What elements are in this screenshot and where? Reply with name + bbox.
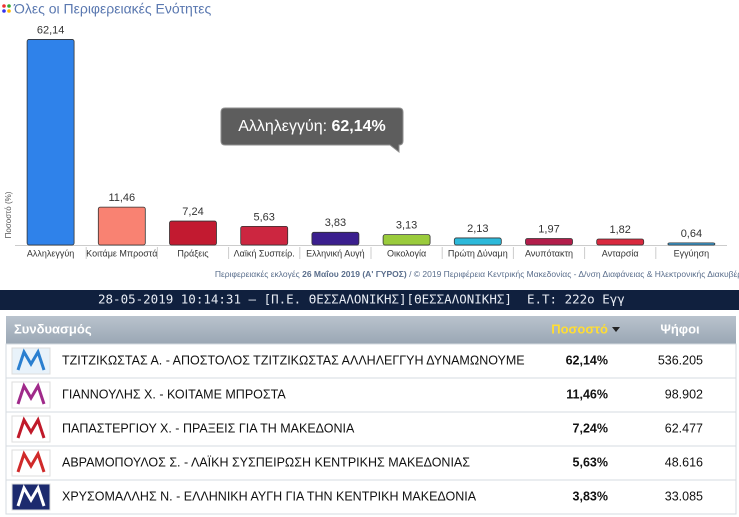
page-title: Όλες οι Περιφερειακές Ενότητες xyxy=(13,1,212,17)
bar xyxy=(667,242,716,246)
column-header: Συνδυασμός xyxy=(14,321,92,336)
party-votes: 33.085 xyxy=(665,489,703,503)
value-label: 7,24 xyxy=(182,206,203,218)
footer-date: 26 Μαΐου 2019 (Α' ΓΥΡΟΣ) xyxy=(302,269,407,279)
ticker-bar xyxy=(0,290,739,310)
party-logo-mark xyxy=(16,484,46,507)
ticker-text: 28-05-2019 10:14:31 – [Π.Ε. ΘΕΣΣΑΛΟΝΙΚΗΣ… xyxy=(98,292,625,307)
bar-chart: 62,14 Αλληλεγγύη 11,46 Κοιτάμε Μπροστά 7,24 Π… xyxy=(15,24,727,259)
value-label: 62,14 xyxy=(37,24,65,36)
column-header[interactable]: Ποσοστό xyxy=(551,321,608,336)
x-tick-label: Αλληλεγγύη xyxy=(27,248,74,258)
value-label: 3,13 xyxy=(396,220,417,232)
x-tick-label: Λαϊκή Συσπείρ. xyxy=(234,248,295,258)
party-logo xyxy=(11,347,51,375)
party-logo-mark xyxy=(16,348,46,371)
sort-arrow xyxy=(612,327,620,332)
bar xyxy=(97,206,146,246)
value-label: 3,83 xyxy=(325,217,346,229)
column-header: Ψήφοι xyxy=(660,321,700,336)
party-name: ΓΙΑΝΝΟΥΛΗΣ Χ. - ΚΟΙΤΑΜΕ ΜΠΡΟΣΤΑ xyxy=(62,387,286,401)
table-row xyxy=(5,343,737,379)
bar xyxy=(525,238,573,246)
bar xyxy=(169,220,217,246)
party-logo xyxy=(11,449,51,477)
footer-prefix: Περιφερειακές εκλογές xyxy=(215,269,302,279)
party-logo-mark xyxy=(16,382,46,405)
party-name: ΑΒΡΑΜΟΠΟΥΛΟΣ Σ. - ΛΑΪΚΗ ΣΥΣΠΕΙΡΩΣΗ ΚΕΝΤΡ… xyxy=(62,455,470,469)
tooltip-value: 62,14% xyxy=(331,118,385,135)
party-votes: 62.477 xyxy=(665,421,703,435)
y-axis-label: Ποσοστό (%) xyxy=(4,191,13,238)
table-row xyxy=(5,445,737,481)
party-logo-mark xyxy=(16,450,46,473)
tooltip-text: Αλληλεγγύη: 62,14% xyxy=(238,118,386,135)
bar xyxy=(596,238,645,246)
x-tick-label: Εγγύηση xyxy=(674,248,710,258)
x-tick-label: Ανταρσία xyxy=(602,248,639,258)
value-label: 5,63 xyxy=(253,211,274,223)
table-row xyxy=(5,411,737,447)
party-percent: 3,83% xyxy=(573,489,608,503)
bar xyxy=(382,234,431,246)
table-row xyxy=(5,479,737,515)
party-percent: 5,63% xyxy=(573,455,608,469)
party-votes: 48.616 xyxy=(665,455,703,469)
tooltip: Αλληλεγγύη: 62,14% xyxy=(220,107,404,154)
party-logo xyxy=(11,381,51,409)
tooltip-name: Αλληλεγγύη: xyxy=(238,118,327,135)
party-percent: 11,46% xyxy=(566,387,608,401)
value-label: 1,97 xyxy=(538,223,559,235)
x-tick-label: Οικολογία xyxy=(387,248,426,258)
value-label: 11,46 xyxy=(108,192,135,204)
table-header xyxy=(6,316,736,344)
party-percent: 62,14% xyxy=(566,353,608,367)
table-body: ΤΖΙΤΖΙΚΩΣΤΑΣ Α. - ΑΠΟΣΤΟΛΟΣ ΤΖΙΤΖΙΚΩΣΤΑΣ… xyxy=(5,343,737,515)
bar xyxy=(311,231,360,246)
table-row xyxy=(5,377,737,413)
value-label: 0,64 xyxy=(681,228,702,240)
x-tick-label: Πρώτη Δύναμη xyxy=(448,248,508,258)
x-tick-label: Πράξεις xyxy=(177,248,209,258)
x-tick-label: Ελληνική Αυγή xyxy=(306,248,364,258)
value-label: 2,13 xyxy=(467,223,488,235)
x-tick-label: Κοιτάμε Μπροστά xyxy=(86,248,157,258)
party-votes: 98.902 xyxy=(665,387,703,401)
party-votes: 536.205 xyxy=(658,353,703,367)
party-logo-mark xyxy=(16,416,46,439)
footer-suffix: / © 2019 Περιφέρεια Κεντρικής Μακεδονίας… xyxy=(407,269,739,279)
x-tick-label: Ανυπότακτη xyxy=(525,248,573,258)
chart-footer: Περιφερειακές εκλογές 26 Μαΐου 2019 (Α' … xyxy=(215,269,739,279)
party-name: ΤΖΙΤΖΙΚΩΣΤΑΣ Α. - ΑΠΟΣΤΟΛΟΣ ΤΖΙΤΖΙΚΩΣΤΑΣ… xyxy=(62,353,525,367)
party-logo xyxy=(11,415,51,443)
party-name: ΠΑΠΑΣΤΕΡΓΙΟΥ Χ. - ΠΡΑΞΕΙΣ ΓΙΑ ΤΗ ΜΑΚΕΔΟΝ… xyxy=(62,421,355,435)
bar xyxy=(26,39,75,246)
party-logo xyxy=(11,483,51,511)
party-percent: 7,24% xyxy=(573,421,608,435)
value-label: 1,82 xyxy=(609,224,630,236)
bar xyxy=(240,225,289,246)
header-icon xyxy=(2,4,11,13)
bar xyxy=(453,237,502,246)
party-name: ΧΡΥΣΟΜΑΛΛΗΣ Ν. - ΕΛΛΗΝΙΚΗ ΑΥΓΗ ΓΙΑ ΤΗΝ Κ… xyxy=(62,489,477,503)
